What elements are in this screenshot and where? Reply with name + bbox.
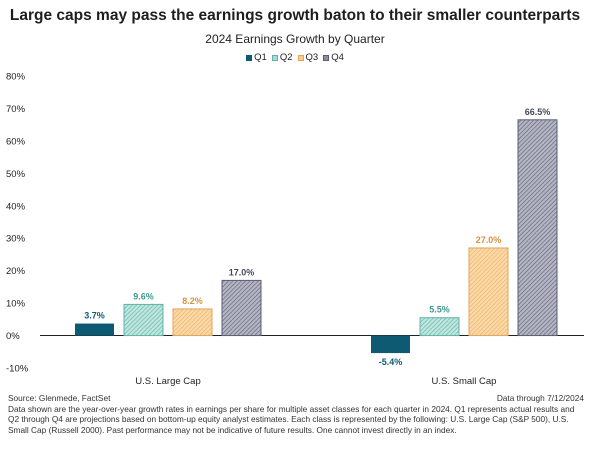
bar-q2 xyxy=(419,317,460,337)
legend-swatch-icon xyxy=(297,54,304,61)
y-tick-label: 30% xyxy=(6,234,26,245)
legend-swatch-icon xyxy=(246,54,253,61)
chart-footer: Source: Glenmede, FactSet Data through 7… xyxy=(8,393,584,435)
y-tick-label: -10% xyxy=(6,364,29,375)
bar-q3 xyxy=(172,308,213,337)
x-category-label: U.S. Small Cap xyxy=(432,376,497,387)
y-tick-label: 20% xyxy=(6,266,26,277)
bar-q3 xyxy=(468,247,509,337)
disclaimer-text: Data shown are the year-over-year growth… xyxy=(8,403,575,435)
bar-q4 xyxy=(517,119,558,337)
legend-item-q1: Q1 xyxy=(246,52,267,63)
y-tick-label: 60% xyxy=(6,136,26,147)
legend-item-q4: Q4 xyxy=(323,52,344,63)
legend-item-q2: Q2 xyxy=(271,52,293,63)
chart-legend: Q1 Q2 Q3 Q4 xyxy=(0,52,590,63)
legend-label: Q1 xyxy=(254,52,267,63)
bar-chart: 80% 70% 60% 50% 40% 30% 20% 10% 0% -10% 3.7% 9.6% 8.… xyxy=(6,72,584,387)
data-date-note: Data through 7/12/2024 xyxy=(496,393,584,403)
y-tick-label: 70% xyxy=(6,104,26,115)
data-label: 3.7% xyxy=(84,311,105,321)
legend-label: Q2 xyxy=(279,52,293,63)
y-tick-label: 0% xyxy=(6,331,20,342)
legend-label: Q3 xyxy=(305,52,319,63)
data-label: 27.0% xyxy=(476,235,502,245)
y-tick-label: 50% xyxy=(6,169,26,180)
data-label: 17.0% xyxy=(229,267,255,277)
legend-swatch-icon xyxy=(271,54,278,61)
data-label: 66.5% xyxy=(525,107,551,117)
bar-q1 xyxy=(371,335,410,354)
y-tick-label: 40% xyxy=(6,201,26,212)
x-category-label: U.S. Large Cap xyxy=(135,376,200,387)
data-label: -5.4% xyxy=(379,357,403,367)
chart-subtitle: 2024 Earnings Growth by Quarter xyxy=(205,32,385,46)
bar-q4 xyxy=(221,279,262,337)
bar-q1 xyxy=(75,323,114,336)
y-tick-label: 10% xyxy=(6,299,26,310)
data-label: 8.2% xyxy=(182,296,203,306)
chart-title: Large caps may pass the earnings growth … xyxy=(9,7,581,24)
bar-q2 xyxy=(123,303,164,337)
y-tick-label: 80% xyxy=(6,72,26,83)
legend-label: Q4 xyxy=(331,52,344,63)
data-label: 5.5% xyxy=(429,305,450,315)
legend-swatch-icon xyxy=(323,54,330,61)
source-note: Source: Glenmede, FactSet xyxy=(8,393,111,403)
data-label: 9.6% xyxy=(133,291,154,301)
legend-item-q3: Q3 xyxy=(297,52,319,63)
